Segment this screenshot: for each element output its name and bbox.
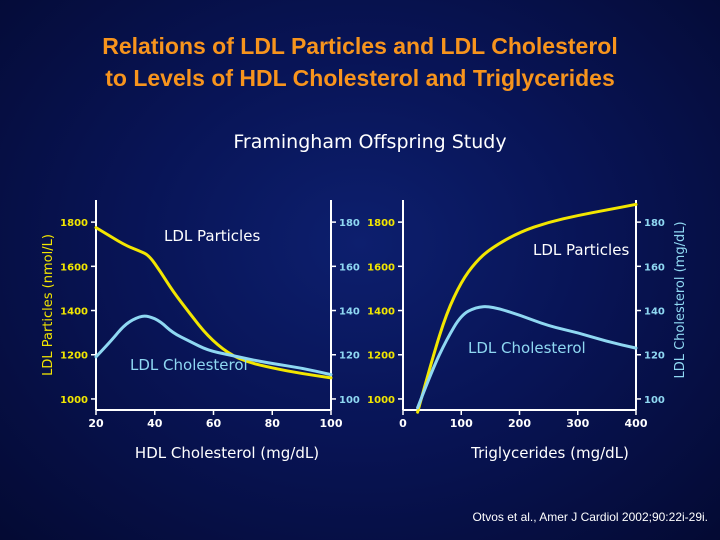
ldl-cholesterol-line — [416, 305, 638, 410]
ldl-particles-line — [94, 226, 333, 380]
x-axis-label: Triglycerides (mg/dL) — [470, 444, 629, 462]
x-tick-label: 100 — [450, 417, 473, 430]
slide-title: Relations of LDL Particles and LDL Chole… — [0, 30, 720, 94]
y-tick-label-right: 100 — [644, 395, 665, 406]
y-tick-label-right: 160 — [644, 262, 665, 273]
y-tick-label-left: 1600 — [367, 262, 395, 273]
y-tick-label-right: 140 — [339, 307, 360, 318]
y-axis-label-left: LDL Particles (nmol/L) — [41, 234, 56, 376]
y-tick-label-right: 180 — [339, 218, 360, 229]
y-tick-label-left: 1200 — [367, 351, 395, 362]
ldl-cholesterol-label: LDL Cholesterol — [130, 356, 248, 374]
y-tick-label-left: 1400 — [367, 307, 395, 318]
y-tick-label-left: 1000 — [60, 395, 88, 406]
y-tick-label-left: 1400 — [60, 307, 88, 318]
ldl-cholesterol-label: LDL Cholesterol — [468, 339, 586, 357]
x-tick-label: 300 — [566, 417, 589, 430]
y-tick-label-left: 1800 — [367, 218, 395, 229]
y-tick-label-right: 100 — [339, 395, 360, 406]
x-axis-label: HDL Cholesterol (mg/dL) — [135, 444, 319, 462]
x-tick-label: 20 — [88, 417, 104, 430]
ldl-particles-label: LDL Particles — [164, 227, 260, 245]
ldl-cholesterol-line — [94, 314, 333, 377]
title-line-1: Relations of LDL Particles and LDL Chole… — [102, 33, 618, 59]
y-tick-label-right: 120 — [644, 351, 665, 362]
ldl-particles-label: LDL Particles — [533, 241, 629, 259]
x-tick-label: 80 — [265, 417, 281, 430]
title-line-2: to Levels of HDL Cholesterol and Triglyc… — [105, 65, 615, 91]
chart-hdl: 20 40 60 80 100 1000 1200 1400 1600 1800 100 120 140… — [41, 200, 360, 462]
y-tick-label-left: 1800 — [60, 218, 88, 229]
y-axis-label-right: LDL Cholesterol (mg/dL) — [673, 221, 688, 378]
y-tick-label-left: 1200 — [60, 351, 88, 362]
chart-triglycerides: 0 100 200 300 400 1000 1200 1400 1600 1800 100 120 1… — [367, 200, 688, 462]
x-tick-label: 400 — [625, 417, 648, 430]
y-tick-label-left: 1600 — [60, 262, 88, 273]
y-tick-label-right: 160 — [339, 262, 360, 273]
y-tick-label-right: 140 — [644, 307, 665, 318]
x-tick-label: 100 — [320, 417, 343, 430]
y-tick-label-right: 180 — [644, 218, 665, 229]
x-tick-label: 0 — [399, 417, 407, 430]
y-tick-label-left: 1000 — [367, 395, 395, 406]
x-tick-label: 60 — [206, 417, 222, 430]
x-tick-label: 200 — [508, 417, 531, 430]
x-tick-label: 40 — [147, 417, 163, 430]
y-tick-label-right: 120 — [339, 351, 360, 362]
chart-subtitle: Framingham Offspring Study — [233, 131, 507, 153]
citation: Otvos et al., Amer J Cardiol 2002;90:22i… — [472, 510, 708, 524]
ldl-particles-line — [416, 202, 638, 414]
